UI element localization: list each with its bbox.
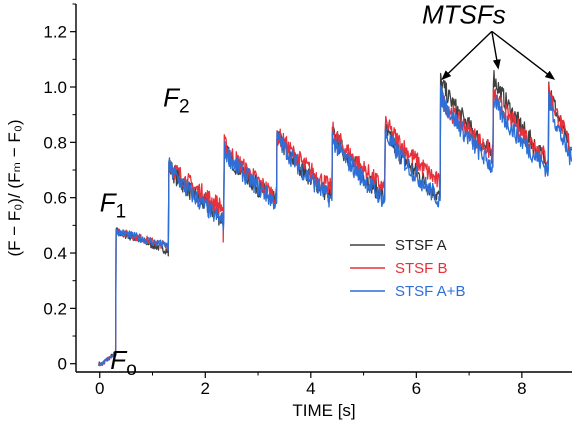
y-axis-title: (F − F₀)/ (Fₘ − F₀) <box>5 119 24 256</box>
series-line-1 <box>98 82 572 367</box>
x-tick-label: 6 <box>412 379 421 398</box>
y-tick-label: 0.4 <box>43 244 67 263</box>
mtsfs-arrow-0 <box>441 30 493 81</box>
x-tick-label: 2 <box>201 379 210 398</box>
mtsfs-arrow-1 <box>491 31 501 70</box>
annotation-mtsfs: MTSFs <box>422 0 506 29</box>
x-tick-label: 0 <box>95 379 104 398</box>
legend-label: STSF A+B <box>395 283 465 300</box>
ticks: 0 2 4 6 8 0 0.2 0.4 0.6 0.8 1.0 1.2 <box>43 3 527 398</box>
legend-label: STSF A <box>395 237 447 254</box>
annotations: Fo F1 F2 MTSFs <box>100 0 556 380</box>
annotation-f1: F1 <box>100 188 126 223</box>
legend: STSF A STSF B STSF A+B <box>350 237 465 300</box>
y-tick-label: 1.2 <box>43 23 67 42</box>
y-tick-label: 1.0 <box>43 78 67 97</box>
y-tick-label: 0.8 <box>43 133 67 152</box>
annotation-fo: Fo <box>110 345 136 380</box>
plot-lines <box>98 70 572 367</box>
axes <box>75 4 572 373</box>
legend-label: STSF B <box>395 260 448 277</box>
mtsfs-arrow-2 <box>491 30 556 80</box>
series-line-2 <box>98 85 572 367</box>
x-axis-title: TIME [s] <box>292 401 355 420</box>
annotation-f2: F2 <box>163 82 189 117</box>
x-tick-label: 4 <box>306 379 315 398</box>
y-tick-label: 0.2 <box>43 299 67 318</box>
x-tick-label: 8 <box>517 379 526 398</box>
y-tick-label: 0.6 <box>43 189 67 208</box>
y-tick-label: 0 <box>58 355 67 374</box>
